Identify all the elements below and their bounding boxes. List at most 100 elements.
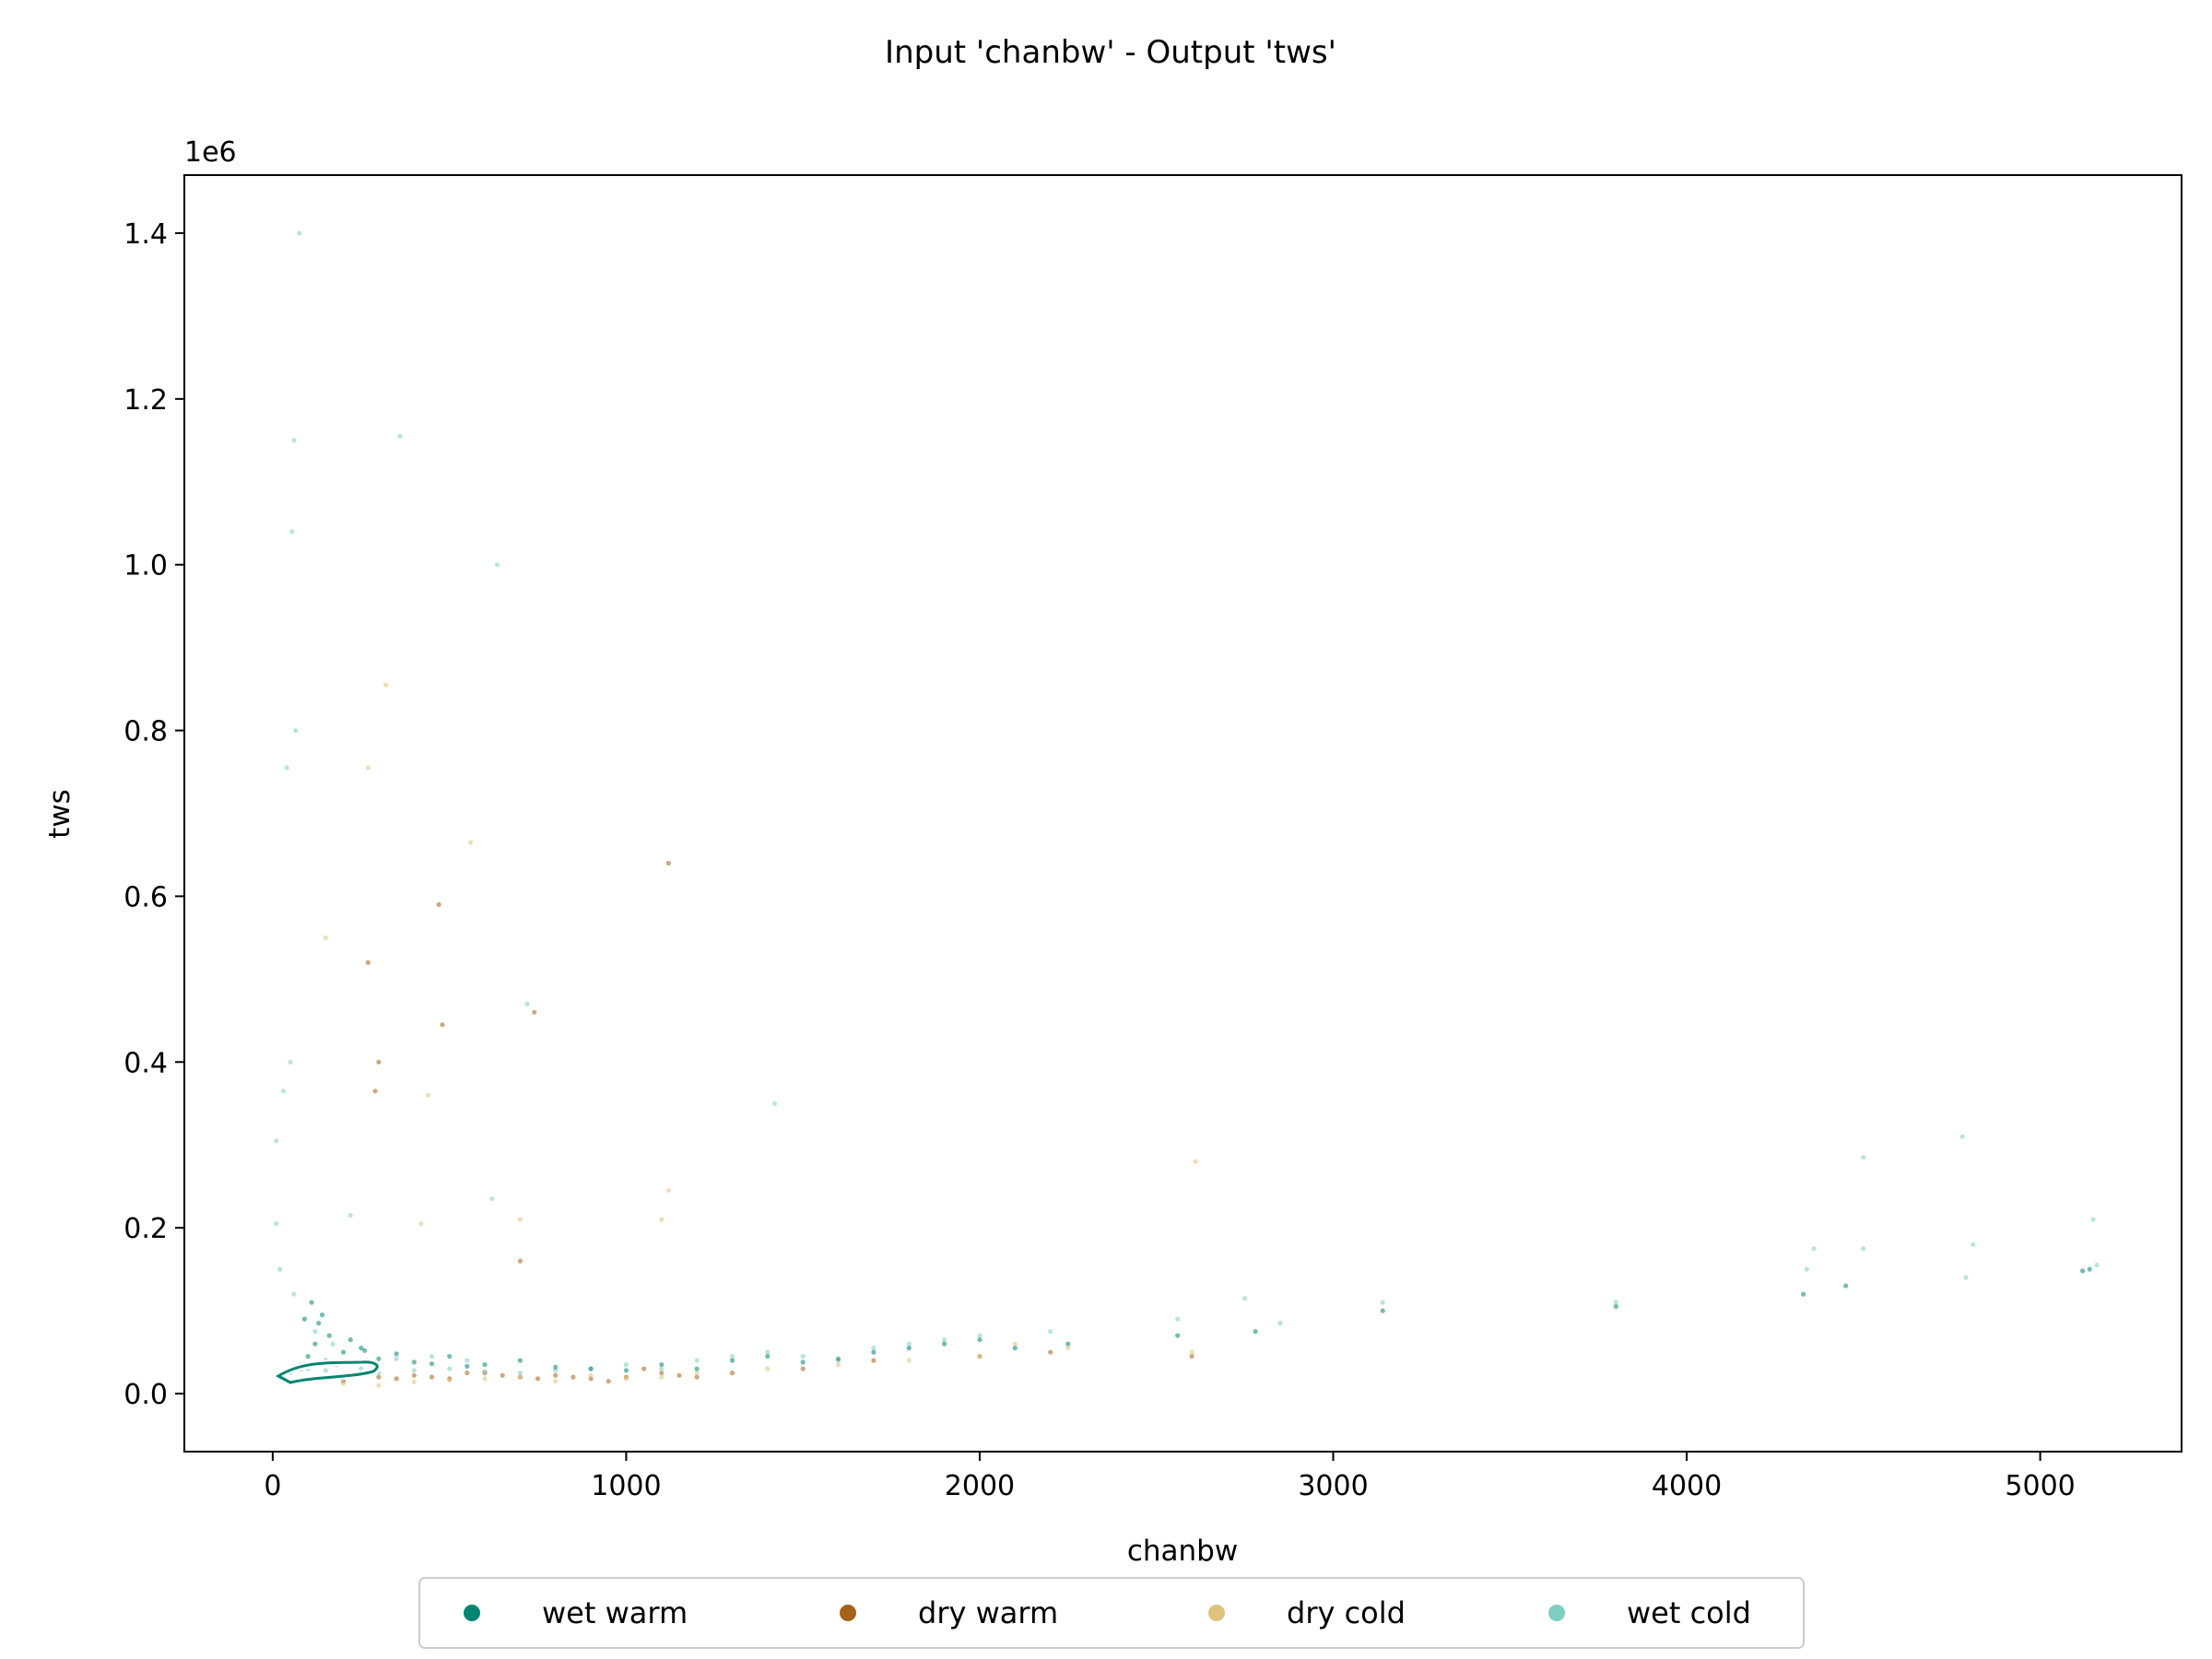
legend-label-dry-warm: dry warm xyxy=(918,1595,1058,1630)
data-point xyxy=(341,1381,347,1386)
data-point xyxy=(323,935,328,941)
data-point xyxy=(429,1374,435,1380)
data-point xyxy=(411,1368,417,1373)
data-point xyxy=(277,1266,283,1272)
data-point xyxy=(606,1379,611,1384)
legend-box xyxy=(418,1577,1805,1649)
data-point xyxy=(411,1372,417,1378)
data-point xyxy=(482,1369,488,1374)
data-point xyxy=(326,1333,332,1338)
data-point xyxy=(1253,1329,1258,1335)
x-axis-label: chanbw xyxy=(1127,1535,1238,1568)
data-point xyxy=(1012,1341,1018,1347)
data-point xyxy=(312,1329,318,1335)
data-point xyxy=(274,1221,279,1227)
data-point xyxy=(1380,1308,1385,1313)
data-point xyxy=(1175,1316,1181,1322)
data-point xyxy=(426,1092,431,1098)
chart-title: Input 'chanbw' - Output 'tws' xyxy=(885,34,1336,71)
x-tick-label: 0 xyxy=(264,1470,281,1502)
data-point xyxy=(729,1358,735,1363)
data-point xyxy=(500,1372,505,1378)
data-point xyxy=(383,682,389,688)
data-point xyxy=(517,1217,524,1222)
data-point xyxy=(429,1361,435,1367)
data-point xyxy=(835,1356,841,1361)
data-point xyxy=(1175,1333,1181,1338)
data-point xyxy=(320,1312,325,1318)
x-tick-label: 3000 xyxy=(1298,1470,1368,1502)
data-point xyxy=(284,765,289,771)
data-point xyxy=(588,1366,594,1371)
y-tick-label: 1.2 xyxy=(124,384,168,417)
x-axis: 0 1000 2000 3000 4000 5000 xyxy=(264,1452,2076,1502)
y-tick-label: 0.2 xyxy=(124,1213,168,1245)
plot-frame xyxy=(183,174,2183,1453)
data-point xyxy=(665,1188,672,1194)
data-point xyxy=(1613,1304,1618,1310)
data-point xyxy=(1959,1134,1965,1139)
data-point xyxy=(365,765,371,771)
data-point xyxy=(274,1138,279,1144)
data-point xyxy=(447,1366,453,1371)
legend-marker-dry-warm xyxy=(840,1605,856,1621)
data-point xyxy=(1380,1300,1385,1305)
y-axis-offset-label: 1e6 xyxy=(184,136,237,169)
data-point xyxy=(411,1379,417,1385)
data-point xyxy=(447,1354,453,1359)
data-point xyxy=(365,959,371,965)
data-point xyxy=(906,1358,912,1363)
data-point xyxy=(482,1376,488,1382)
data-point xyxy=(468,840,474,845)
data-point xyxy=(1012,1346,1018,1351)
data-point xyxy=(517,1358,524,1363)
data-point xyxy=(524,1001,530,1006)
data-point xyxy=(2087,1266,2092,1272)
data-point xyxy=(429,1354,435,1359)
data-point xyxy=(376,1382,382,1388)
data-point xyxy=(309,1300,314,1305)
legend-label-wet-warm: wet warm xyxy=(542,1595,688,1630)
data-point xyxy=(1048,1349,1053,1355)
data-point xyxy=(482,1362,488,1368)
data-point xyxy=(517,1258,524,1264)
data-point xyxy=(347,1337,353,1343)
data-point xyxy=(288,1059,293,1065)
y-tick-label: 0.6 xyxy=(124,881,168,913)
data-point xyxy=(765,1349,771,1355)
data-point xyxy=(588,1376,594,1382)
data-point xyxy=(659,1374,665,1380)
data-point xyxy=(553,1364,559,1370)
data-point xyxy=(305,1354,311,1359)
contour-line xyxy=(275,1360,379,1384)
y-axis: 0.0 0.2 0.4 0.6 0.8 1.0 1.2 1.4 xyxy=(124,218,184,1411)
data-point xyxy=(765,1366,771,1371)
data-point xyxy=(800,1359,806,1365)
data-point xyxy=(1277,1321,1283,1326)
data-point xyxy=(553,1372,559,1378)
data-point xyxy=(394,1376,399,1382)
data-point xyxy=(418,1221,424,1227)
data-point xyxy=(323,1368,328,1373)
plot-area xyxy=(184,175,2182,1452)
legend-marker-wet-warm xyxy=(464,1605,480,1621)
data-point xyxy=(659,1371,665,1376)
data-point xyxy=(835,1362,841,1368)
data-point xyxy=(517,1371,524,1376)
y-tick-label: 1.0 xyxy=(124,550,168,582)
y-tick-label: 0.4 xyxy=(124,1047,168,1079)
data-point xyxy=(2094,1263,2100,1268)
data-point xyxy=(440,1022,445,1028)
data-point xyxy=(1189,1354,1194,1359)
data-point xyxy=(532,1009,537,1015)
data-point xyxy=(291,1291,297,1297)
data-point xyxy=(571,1374,576,1380)
data-point xyxy=(394,1351,399,1357)
legend-label-wet-cold: wet cold xyxy=(1627,1595,1751,1630)
data-point xyxy=(977,1337,982,1343)
data-point xyxy=(447,1378,453,1383)
data-point xyxy=(871,1349,877,1355)
data-point xyxy=(1971,1241,1976,1247)
data-point xyxy=(316,1321,322,1326)
